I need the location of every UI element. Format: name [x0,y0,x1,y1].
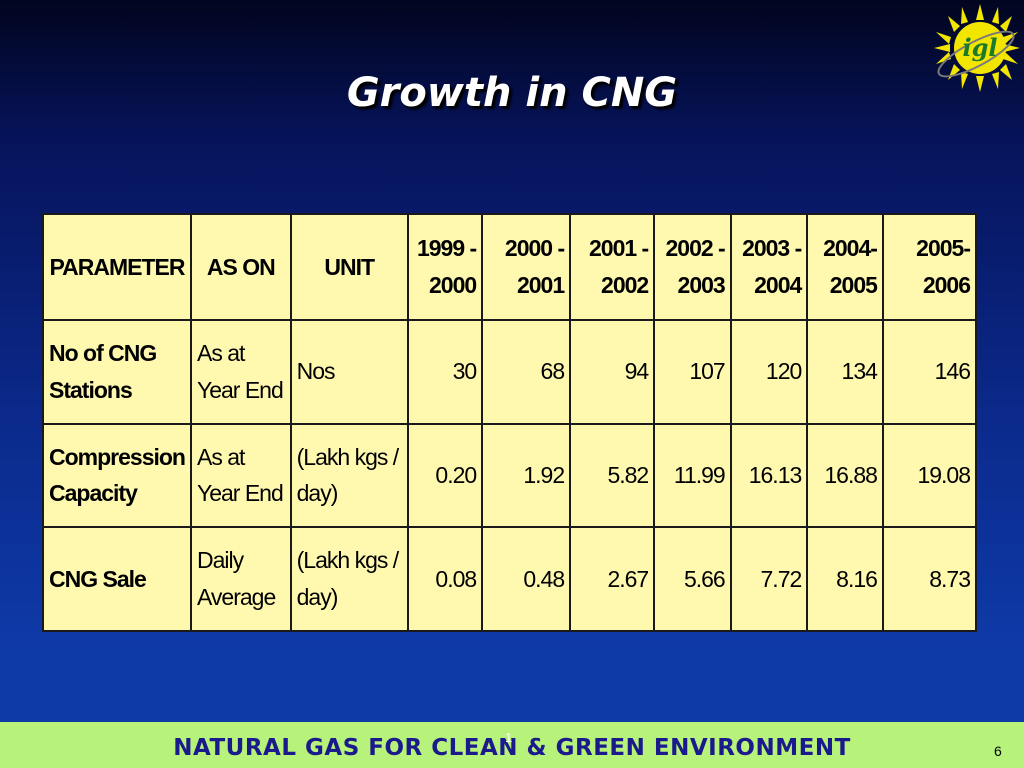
row-parameter: Compression Capacity [42,422,192,529]
table-cell: 146 [881,319,978,425]
row-as-on: As at Year End [189,422,292,529]
slide-title: Growth in CNG [346,70,678,116]
table-cell: 0.20 [406,422,484,529]
table-cell: 19.08 [881,422,978,529]
table-cell: 30 [406,319,484,425]
row-unit: Nos [289,319,409,425]
header-year: 2004- 2005 [806,213,884,321]
footer-slogan: NATURAL GAS FOR CLEAN & GREEN ENVIRONMEN… [173,735,851,761]
logo-text: igl [962,33,997,62]
header-as-on: AS ON [189,213,292,321]
table-cell: 0.48 [481,526,572,632]
header-year: 2005- 2006 [881,213,978,321]
header-parameter: PARAMETER [42,213,192,321]
row-as-on: Daily Average [189,526,292,632]
igl-logo: igl [930,2,1022,94]
table-cell: 8.16 [806,526,884,632]
table-cell: 134 [806,319,884,425]
table-cell: 0.08 [406,526,484,632]
footer-band [0,722,1024,768]
row-unit: (Lakh kgs / day) [289,526,409,632]
table-cell: 16.88 [806,422,884,529]
table-row: CNG Sale Daily Average (Lakh kgs / day) 0.… [42,526,978,632]
row-as-on: As at Year End [189,319,292,425]
table-cell: 94 [569,319,656,425]
table-cell: 107 [653,319,732,425]
table-cell: 68 [481,319,572,425]
table-cell: 11.99 [653,422,732,529]
table-cell: 16.13 [729,422,809,529]
table-cell: 5.82 [569,422,656,529]
page-number: 6 [994,743,1002,759]
table-cell: 5.66 [653,526,732,632]
header-year: 1999 -2000 [406,213,484,321]
table-cell: 120 [729,319,809,425]
table-cell: 1.92 [481,422,572,529]
row-unit: (Lakh kgs / day) [289,422,409,529]
row-parameter: CNG Sale [42,526,192,632]
sun-logo-icon: igl [934,4,1020,92]
header-unit: UNIT [289,213,409,321]
table-cell: 7.72 [729,526,809,632]
table-row: No of CNG Stations As at Year End Nos 30 6… [42,319,978,425]
row-parameter: No of CNG Stations [42,319,192,425]
table-row: Compression Capacity As at Year End (Lakh … [42,422,978,529]
header-year: 2000 -2001 [481,213,572,321]
table-cell: 2.67 [569,526,656,632]
header-year: 2001 -2002 [569,213,656,321]
footer-mark: 1 [505,730,513,745]
header-row: PARAMETER AS ON UNIT 1999 -2000 2000 -20… [42,213,978,321]
header-year: 2003 -2004 [729,213,809,321]
table-cell: 8.73 [881,526,978,632]
header-year: 2002 -2003 [653,213,732,321]
cng-growth-table: PARAMETER AS ON UNIT 1999 -2000 2000 -20… [42,213,978,632]
